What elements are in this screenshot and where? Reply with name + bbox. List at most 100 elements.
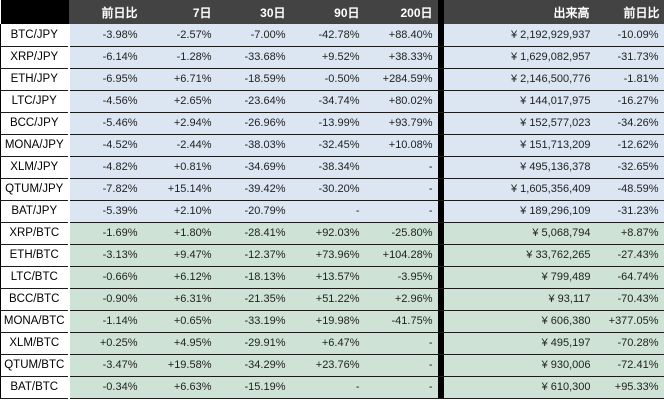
change-7d-cell: +6.71% <box>142 68 217 91</box>
change-30d-cell: -34.69% <box>216 156 291 179</box>
change-30d-cell: -7.00% <box>216 24 291 47</box>
divider-cell <box>437 68 444 91</box>
table-row: XLM/JPY -4.82% +0.81% -34.69% -38.34% - … <box>0 156 664 179</box>
volume-change-cell: -10.09% <box>594 24 664 47</box>
header-change-200d: 200日 <box>364 0 438 24</box>
table-row: MONA/JPY -4.52% -2.44% -38.03% -32.45% +… <box>0 134 664 157</box>
header-volume-change: 前日比 <box>594 0 664 24</box>
pair-cell: BAT/JPY <box>0 200 70 223</box>
change-90d-cell: +23.76% <box>290 354 365 377</box>
change-7d-cell: +2.10% <box>142 200 217 223</box>
table-row: BAT/JPY -5.39% +2.10% -20.79% - - ¥ 189,… <box>0 200 664 223</box>
change-200d-cell: +80.02% <box>364 90 438 113</box>
change-7d-cell: +6.31% <box>142 288 217 311</box>
change-90d-cell: -38.34% <box>290 156 365 179</box>
volume-cell: ¥ 1,605,356,409 <box>443 178 595 201</box>
divider-cell <box>437 354 444 377</box>
change-1d-cell: -4.56% <box>68 90 143 113</box>
change-7d-cell: -2.57% <box>142 24 217 47</box>
change-200d-cell: +104.28% <box>364 244 438 267</box>
header-volume: 出来高 <box>443 0 595 24</box>
divider-cell <box>437 288 444 311</box>
change-90d-cell: +51.22% <box>290 288 365 311</box>
corner-cell <box>0 0 69 24</box>
change-30d-cell: -33.68% <box>216 46 291 69</box>
change-200d-cell: +88.40% <box>364 24 438 47</box>
table-row: XRP/JPY -6.14% -1.28% -33.68% +9.52% +38… <box>0 46 664 69</box>
change-7d-cell: -2.44% <box>142 134 217 157</box>
change-7d-cell: +2.65% <box>142 90 217 113</box>
pair-cell: LTC/BTC <box>0 266 70 289</box>
change-1d-cell: -7.82% <box>68 178 143 201</box>
change-200d-cell: +284.59% <box>364 68 438 91</box>
change-1d-cell: -3.47% <box>68 354 143 377</box>
table-row: ETH/BTC -3.13% +9.47% -12.37% +73.96% +1… <box>0 244 664 267</box>
change-7d-cell: +4.95% <box>142 332 217 355</box>
volume-change-cell: -64.74% <box>594 266 664 289</box>
divider-cell <box>437 46 444 69</box>
volume-cell: ¥ 495,136,378 <box>443 156 595 179</box>
change-90d-cell: -13.99% <box>290 112 365 135</box>
change-1d-cell: -0.90% <box>68 288 143 311</box>
volume-change-cell: -72.41% <box>594 354 664 377</box>
volume-change-cell: -48.59% <box>594 178 664 201</box>
pair-cell: MONA/JPY <box>0 134 70 157</box>
change-1d-cell: -1.14% <box>68 310 143 333</box>
divider-cell <box>437 24 444 47</box>
change-7d-cell: +0.81% <box>142 156 217 179</box>
change-200d-cell: - <box>364 200 438 223</box>
change-30d-cell: -28.41% <box>216 222 291 245</box>
volume-change-cell: -34.26% <box>594 112 664 135</box>
change-90d-cell: +92.03% <box>290 222 365 245</box>
divider-cell <box>437 134 444 157</box>
volume-change-cell: -70.28% <box>594 332 664 355</box>
change-7d-cell: -1.28% <box>142 46 217 69</box>
pair-cell: BAT/BTC <box>0 376 70 399</box>
change-90d-cell: +19.98% <box>290 310 365 333</box>
volume-change-cell: -16.27% <box>594 90 664 113</box>
change-1d-cell: -5.39% <box>68 200 143 223</box>
change-30d-cell: -23.64% <box>216 90 291 113</box>
table-row: ETH/JPY -6.95% +6.71% -18.59% -0.50% +28… <box>0 68 664 91</box>
volume-cell: ¥ 606,380 <box>443 310 595 333</box>
pair-cell: QTUM/JPY <box>0 178 70 201</box>
pair-cell: LTC/JPY <box>0 90 70 113</box>
volume-cell: ¥ 2,192,929,937 <box>443 24 595 47</box>
change-30d-cell: -20.79% <box>216 200 291 223</box>
crypto-performance-table: 前日比 7日 30日 90日 200日 出来高 前日比 BTC/JPY -3.9… <box>0 0 664 399</box>
volume-cell: ¥ 151,713,209 <box>443 134 595 157</box>
change-90d-cell: -32.45% <box>290 134 365 157</box>
divider-cell <box>437 332 444 355</box>
volume-cell: ¥ 930,006 <box>443 354 595 377</box>
table-row: BAT/BTC -0.34% +6.63% -15.19% - - ¥ 610,… <box>0 376 664 399</box>
change-30d-cell: -38.03% <box>216 134 291 157</box>
change-200d-cell: - <box>364 156 438 179</box>
change-1d-cell: -4.82% <box>68 156 143 179</box>
header-change-90d: 90日 <box>290 0 365 24</box>
change-1d-cell: -3.13% <box>68 244 143 267</box>
divider-cell <box>437 90 444 113</box>
change-7d-cell: +15.14% <box>142 178 217 201</box>
divider-cell <box>437 310 444 333</box>
volume-cell: ¥ 33,762,265 <box>443 244 595 267</box>
change-90d-cell: -34.74% <box>290 90 365 113</box>
change-1d-cell: -5.46% <box>68 112 143 135</box>
volume-cell: ¥ 495,197 <box>443 332 595 355</box>
volume-change-cell: -27.43% <box>594 244 664 267</box>
change-90d-cell: +13.57% <box>290 266 365 289</box>
change-30d-cell: -33.19% <box>216 310 291 333</box>
volume-change-cell: -31.23% <box>594 200 664 223</box>
table-row: XLM/BTC +0.25% +4.95% -29.91% +6.47% - ¥… <box>0 332 664 355</box>
change-30d-cell: -21.35% <box>216 288 291 311</box>
change-7d-cell: +9.47% <box>142 244 217 267</box>
volume-cell: ¥ 1,629,082,957 <box>443 46 595 69</box>
change-1d-cell: -0.66% <box>68 266 143 289</box>
change-30d-cell: -18.13% <box>216 266 291 289</box>
change-30d-cell: -18.59% <box>216 68 291 91</box>
change-90d-cell: - <box>290 376 365 399</box>
change-90d-cell: -0.50% <box>290 68 365 91</box>
table-row: LTC/BTC -0.66% +6.12% -18.13% +13.57% -3… <box>0 266 664 289</box>
change-30d-cell: -39.42% <box>216 178 291 201</box>
pair-cell: MONA/BTC <box>0 310 70 333</box>
change-200d-cell: - <box>364 178 438 201</box>
